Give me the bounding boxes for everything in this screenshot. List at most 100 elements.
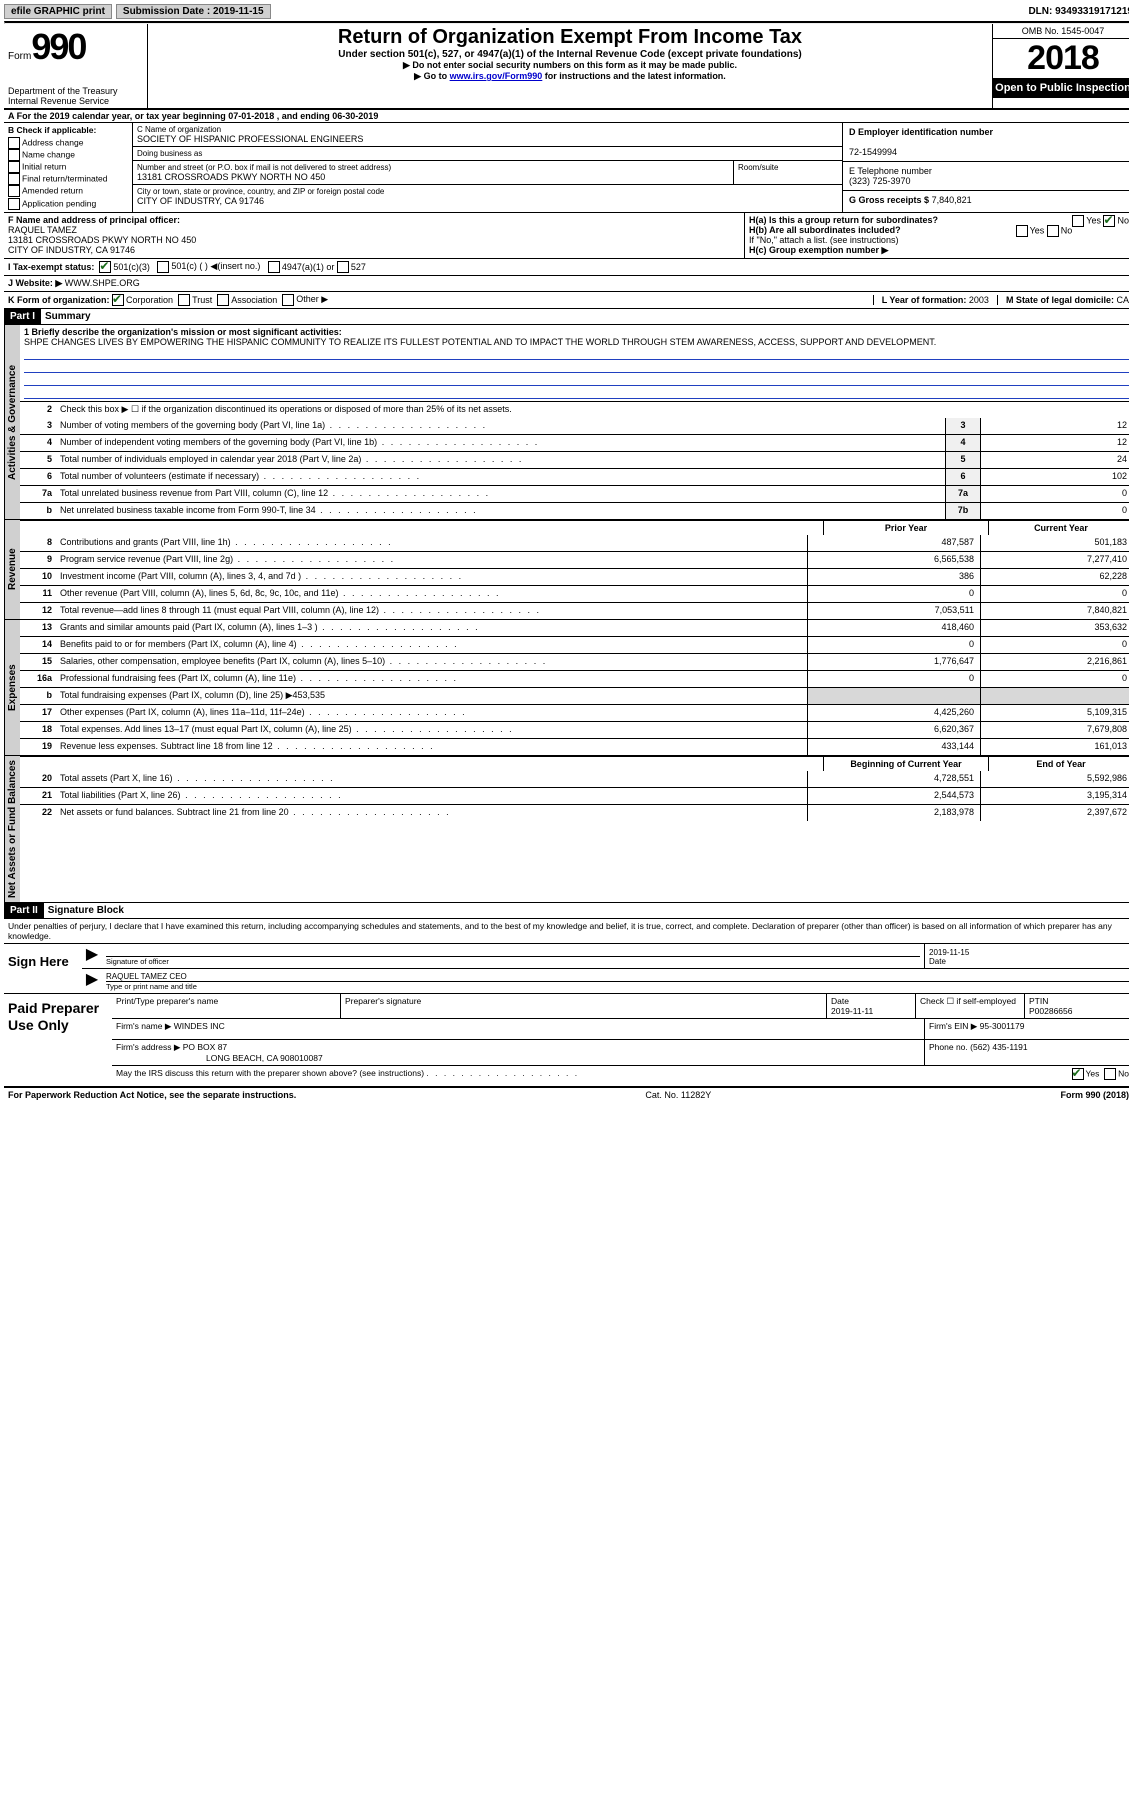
col-d: D Employer identification number 72-1549…: [842, 123, 1129, 212]
firm-name: Firm's name ▶ WINDES INC: [112, 1019, 925, 1039]
cell-org-name: C Name of organization SOCIETY OF HISPAN…: [133, 123, 842, 147]
arrow-icon: ▶: [82, 944, 102, 968]
lbl-tax-status: I Tax-exempt status:: [8, 262, 94, 272]
sig-date-field: 2019-11-15 Date: [924, 944, 1129, 968]
row-hc: H(c) Group exemption number ▶: [749, 245, 1129, 256]
lbl-name-change: Name change: [22, 149, 75, 159]
submission-date-label: Submission Date :: [123, 6, 210, 17]
chk-amended[interactable]: [8, 185, 20, 197]
chk-address-change[interactable]: [8, 137, 20, 149]
lbl-corp: Corporation: [126, 295, 173, 305]
note-link: ▶ Go to www.irs.gov/Form990 for instruct…: [152, 71, 988, 82]
line2-num: 2: [20, 402, 56, 418]
table-row: 12Total revenue—add lines 8 through 11 (…: [20, 602, 1129, 619]
section-exp-body: 13Grants and similar amounts paid (Part …: [20, 620, 1129, 755]
lbl-ein: D Employer identification number: [849, 127, 993, 137]
col-b-checkboxes: B Check if applicable: Address change Na…: [4, 123, 133, 212]
lbl-website: J Website: ▶: [8, 278, 62, 289]
firm-ein-val: 95-3001179: [980, 1021, 1025, 1031]
col-h: H(a) Is this a group return for subordin…: [744, 213, 1129, 258]
page-footer: For Paperwork Reduction Act Notice, see …: [4, 1088, 1129, 1102]
line-num: 10: [20, 569, 56, 585]
chk-527[interactable]: [337, 261, 349, 273]
ptin-lbl: PTIN: [1029, 996, 1048, 1006]
line-desc: Total fundraising expenses (Part IX, col…: [56, 688, 807, 704]
val-website: WWW.SHPE.ORG: [65, 278, 140, 288]
line-num: 6: [20, 469, 56, 485]
val-phone: (323) 725-3970: [849, 176, 911, 186]
current-year-value: 2,397,672: [980, 805, 1129, 821]
form-subtitle: Under section 501(c), 527, or 4947(a)(1)…: [152, 49, 988, 60]
chk-trust[interactable]: [178, 294, 190, 306]
vtab-ag: Activities & Governance: [4, 325, 20, 519]
firm-phone-lbl: Phone no.: [929, 1042, 968, 1052]
chk-initial-return[interactable]: [8, 161, 20, 173]
lbl-dba: Doing business as: [137, 149, 838, 158]
col-l: L Year of formation: 2003: [873, 295, 998, 305]
note-ssn: ▶ Do not enter social security numbers o…: [152, 60, 988, 71]
table-row: 21Total liabilities (Part X, line 26)2,5…: [20, 787, 1129, 804]
table-row: 14Benefits paid to or for members (Part …: [20, 636, 1129, 653]
val-year-formation: 2003: [969, 295, 989, 305]
table-row: 13Grants and similar amounts paid (Part …: [20, 620, 1129, 636]
line-desc: Other expenses (Part IX, column (A), lin…: [56, 705, 807, 721]
firm-ein-lbl: Firm's EIN ▶: [929, 1021, 977, 1031]
prep-date-lbl: Date: [831, 996, 849, 1006]
prior-year-value: 1,776,647: [807, 654, 980, 670]
firm-addr-val2: LONG BEACH, CA 908010087: [206, 1053, 323, 1063]
lbl-yes2: Yes: [1030, 225, 1045, 235]
chk-name-change[interactable]: [8, 149, 20, 161]
lbl-discuss-yes: Yes: [1086, 1068, 1100, 1078]
line-num: 19: [20, 739, 56, 755]
line-box: 6: [945, 469, 980, 485]
table-row: 11Other revenue (Part VIII, column (A), …: [20, 585, 1129, 602]
lbl-gross: G Gross receipts $: [849, 195, 929, 205]
chk-other[interactable]: [282, 294, 294, 306]
chk-hb-no[interactable]: [1047, 225, 1059, 237]
chk-501c3[interactable]: [99, 261, 111, 273]
line-desc: Investment income (Part VIII, column (A)…: [56, 569, 807, 585]
chk-ha-no[interactable]: [1103, 215, 1115, 227]
chk-ha-yes[interactable]: [1072, 215, 1084, 227]
chk-final-return[interactable]: [8, 173, 20, 185]
current-year-value: 2,216,861: [980, 654, 1129, 670]
dln-label: DLN:: [1028, 6, 1052, 17]
irs-link[interactable]: www.irs.gov/Form990: [450, 71, 543, 81]
chk-app-pending[interactable]: [8, 198, 20, 210]
chk-corp[interactable]: [112, 294, 124, 306]
chk-assoc[interactable]: [217, 294, 229, 306]
line-num: b: [20, 503, 56, 519]
current-year-value: [980, 688, 1129, 704]
section-rev: Revenue Prior Year Current Year 8Contrib…: [4, 520, 1129, 620]
ptin-val: P00286656: [1029, 1006, 1073, 1016]
chk-discuss-yes[interactable]: [1072, 1068, 1084, 1080]
lbl-city: City or town, state or province, country…: [137, 187, 838, 196]
preparer-block: Paid Preparer Use Only Print/Type prepar…: [4, 994, 1129, 1088]
submission-date-box: Submission Date : 2019-11-15: [116, 4, 271, 19]
prep-row-2: Firm's name ▶ WINDES INC Firm's EIN ▶ 95…: [112, 1019, 1129, 1040]
chk-501c[interactable]: [157, 261, 169, 273]
na-col-headers: Beginning of Current Year End of Year: [20, 756, 1129, 771]
cell-street: Number and street (or P.O. box if mail i…: [133, 161, 842, 185]
lbl-state-domicile: M State of legal domicile:: [1006, 295, 1114, 305]
table-row: 4Number of independent voting members of…: [20, 434, 1129, 451]
note2-pre: ▶ Go to: [414, 71, 449, 81]
line-desc: Number of independent voting members of …: [56, 435, 945, 451]
chk-discuss-no[interactable]: [1104, 1068, 1116, 1080]
table-row: 6Total number of volunteers (estimate if…: [20, 468, 1129, 485]
header-left: Form990 Department of the Treasury Inter…: [4, 24, 148, 108]
line-box: 3: [945, 418, 980, 434]
prep-date-val: 2019-11-11: [831, 1006, 873, 1016]
lbl-form-org: K Form of organization:: [8, 295, 110, 305]
preparer-title: Paid Preparer Use Only: [4, 994, 112, 1086]
lbl-527: 527: [351, 262, 366, 272]
chk-hb-yes[interactable]: [1016, 225, 1028, 237]
line-desc: Grants and similar amounts paid (Part IX…: [56, 620, 807, 636]
current-year-value: 7,277,410: [980, 552, 1129, 568]
line-num: 8: [20, 535, 56, 551]
line-num: 7a: [20, 486, 56, 502]
lbl-no: No: [1117, 215, 1129, 225]
prior-year-value: 6,565,538: [807, 552, 980, 568]
chk-4947[interactable]: [268, 261, 280, 273]
col-b-title: B Check if applicable:: [8, 125, 96, 135]
